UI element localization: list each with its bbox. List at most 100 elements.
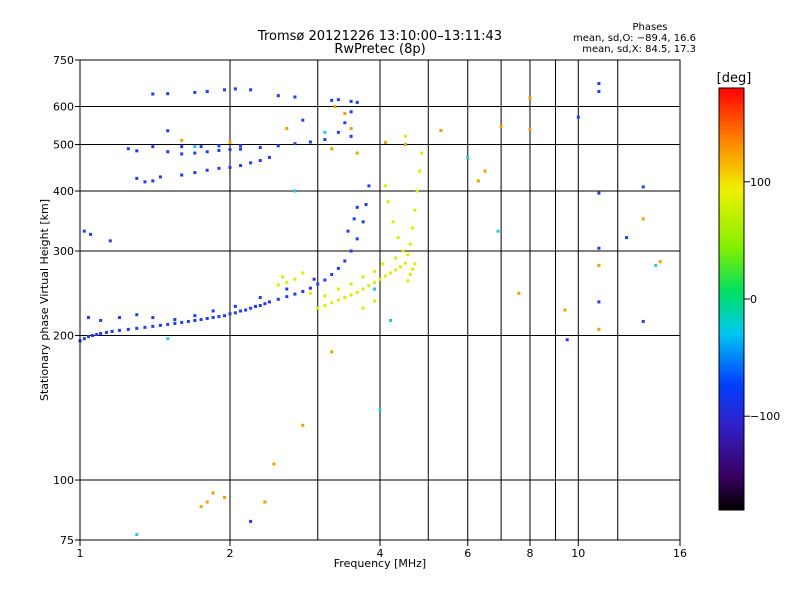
data-point-scatter — [285, 126, 289, 130]
data-point-x — [308, 291, 312, 295]
data-point-o — [293, 292, 297, 296]
data-point-o — [193, 151, 197, 155]
stats-line-x: mean, sd,X: 84.5, 17.3 — [582, 44, 696, 55]
data-point-o — [91, 334, 95, 338]
data-point-o — [108, 239, 112, 243]
data-point-scatter — [343, 112, 347, 116]
data-point-x — [411, 226, 415, 230]
data-point-x — [316, 306, 320, 310]
data-point-scatter — [223, 495, 227, 499]
data-point-o — [349, 134, 353, 138]
data-point-x — [399, 265, 403, 269]
data-point-o — [316, 282, 320, 286]
data-point-o — [258, 159, 262, 163]
data-point-o — [301, 290, 305, 294]
data-point-o — [158, 323, 162, 327]
colorbar-tick-label: −100 — [750, 410, 780, 423]
data-point-o — [565, 338, 569, 342]
data-point-o — [228, 165, 232, 169]
data-point-scatter — [483, 169, 487, 173]
data-point-scatter — [528, 96, 532, 100]
data-point-o — [253, 304, 257, 308]
data-point-scatter — [272, 462, 276, 466]
data-point-o — [193, 314, 197, 318]
data-point-o — [205, 150, 209, 154]
data-point-o — [86, 316, 90, 320]
data-point-o — [323, 278, 327, 282]
data-point-o — [193, 171, 197, 175]
data-point-sparse — [466, 155, 470, 159]
data-point-o — [151, 92, 155, 96]
data-point-o — [205, 89, 209, 93]
data-point-x — [336, 298, 340, 302]
data-point-o — [173, 321, 177, 325]
data-point-scatter — [301, 423, 305, 427]
stats-header: Phases — [632, 22, 667, 33]
data-point-x — [417, 169, 421, 173]
data-point-scatter — [403, 143, 407, 147]
data-point-o — [199, 317, 203, 321]
colorbar-ticks: 100 0 −100 — [744, 176, 780, 423]
data-point-x — [355, 290, 359, 294]
chart-subtitle: RwPretec (8p) — [334, 42, 425, 57]
data-point-o — [293, 95, 297, 99]
data-point-x — [406, 279, 410, 283]
data-point-o — [199, 145, 203, 149]
data-point-x — [383, 274, 387, 278]
data-point-x — [330, 301, 334, 305]
data-point-o — [267, 155, 271, 159]
x-tick-label: 1 — [77, 547, 84, 560]
data-point-o — [180, 320, 184, 324]
data-point-o — [301, 118, 305, 122]
data-point-o — [180, 145, 184, 149]
data-point-o — [239, 164, 243, 168]
data-point-o — [276, 94, 280, 98]
data-point-o — [223, 88, 227, 92]
data-point-o — [193, 318, 197, 322]
data-point-o — [355, 100, 359, 104]
data-point-scatter — [349, 126, 353, 130]
data-point-scatter — [563, 308, 567, 312]
data-point-o — [597, 191, 601, 195]
data-point-o — [330, 98, 334, 102]
data-point-x — [349, 282, 353, 286]
data-point-o — [267, 300, 271, 304]
data-point-o — [249, 161, 253, 165]
data-point-o — [576, 115, 580, 119]
data-point-o — [89, 232, 93, 236]
data-point-o — [276, 297, 280, 301]
data-point-scatter — [476, 179, 480, 183]
data-point-o — [180, 173, 184, 177]
data-point-o — [361, 220, 365, 224]
data-point-o — [135, 313, 139, 317]
data-point-o — [258, 303, 262, 307]
stats-line-o: mean, sd,O: −89.4, 16.6 — [573, 33, 696, 44]
data-point-scatter — [355, 151, 359, 155]
data-point-o — [205, 168, 209, 172]
data-point-o — [285, 295, 289, 299]
data-point-x — [361, 287, 365, 291]
y-tick-label: 200 — [53, 330, 74, 343]
y-tick-label: 500 — [53, 139, 74, 152]
y-tick-label: 400 — [53, 185, 74, 198]
data-point-o — [193, 90, 197, 94]
data-point-o — [308, 140, 312, 144]
data-point-x — [420, 151, 424, 155]
y-tick-label: 100 — [53, 474, 74, 487]
data-point-x — [394, 256, 398, 260]
data-point-o — [173, 317, 177, 321]
data-point-o — [158, 175, 162, 179]
data-point-o — [151, 324, 155, 328]
data-point-x — [413, 208, 417, 212]
data-point-o — [135, 326, 139, 330]
data-point-o — [244, 308, 248, 312]
data-point-o — [308, 286, 312, 290]
data-point-o — [258, 296, 262, 300]
data-point-o — [228, 312, 232, 316]
data-point-o — [110, 329, 114, 333]
data-point-x — [403, 134, 407, 138]
data-point-o — [343, 259, 347, 263]
data-point-x — [367, 284, 371, 288]
data-point-x — [349, 293, 353, 297]
